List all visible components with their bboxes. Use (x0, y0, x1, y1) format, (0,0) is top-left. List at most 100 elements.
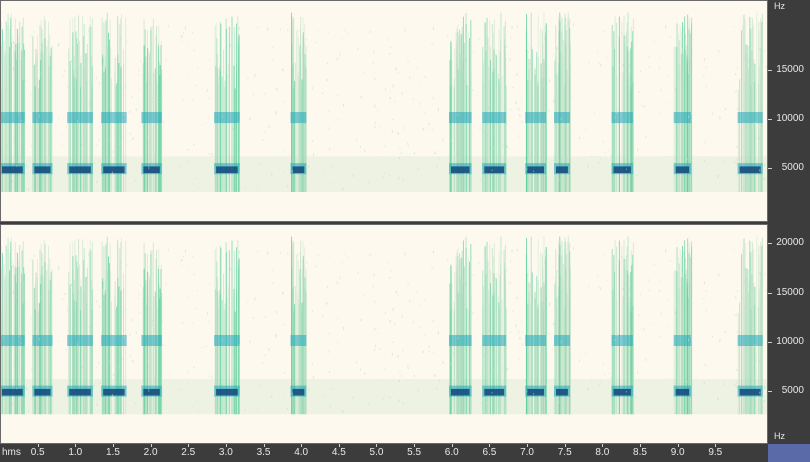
noise-speckle (359, 368, 361, 371)
noise-speckle (485, 150, 487, 153)
noise-speckle (585, 129, 587, 131)
noise-speckle (464, 131, 466, 135)
noise-speckle (93, 385, 95, 387)
noise-speckle (163, 120, 165, 123)
noise-speckle (67, 309, 68, 312)
noise-speckle (436, 164, 438, 168)
noise-speckle (645, 41, 647, 43)
noise-speckle (402, 179, 404, 182)
noise-speckle (81, 143, 83, 146)
spectrogram-channel-top[interactable] (0, 0, 768, 222)
noise-speckle (271, 395, 273, 398)
noise-speckle (280, 252, 282, 255)
noise-speckle (299, 122, 301, 125)
noise-speckle (491, 392, 493, 394)
noise-speckle (604, 374, 606, 376)
noise-speckle (180, 34, 182, 38)
noise-speckle (374, 77, 376, 80)
noise-speckle (677, 136, 679, 139)
noise-speckle (110, 110, 112, 113)
noise-speckle (26, 387, 28, 390)
noise-speckle (140, 60, 141, 63)
noise-speckle (488, 106, 489, 110)
time-tick-label: 4.0 (294, 447, 309, 458)
noise-speckle (192, 255, 194, 258)
noise-speckle (121, 358, 123, 361)
noise-speckle (527, 98, 529, 101)
noise-speckle (375, 294, 377, 297)
call-energy (141, 18, 163, 192)
noise-speckle (639, 70, 641, 72)
noise-speckle (735, 385, 737, 388)
ruler-tick (640, 444, 641, 447)
noise-speckle (536, 319, 538, 321)
noise-speckle (287, 29, 289, 32)
noise-speckle (449, 289, 451, 293)
noise-speckle (509, 260, 511, 264)
noise-speckle (457, 336, 459, 339)
noise-speckle (382, 156, 384, 158)
noise-speckle (392, 308, 394, 311)
noise-speckle (625, 129, 627, 132)
noise-speckle (559, 179, 561, 181)
noise-speckle (736, 146, 738, 148)
noise-speckle (648, 289, 650, 292)
noise-speckle (432, 128, 434, 131)
time-ruler[interactable]: hms 0.5 1.0 1.5 2.0 2.5 3.0 3.5 4.0 4.5 5.0 5.5 6.0… (0, 444, 768, 462)
noise-speckle (757, 328, 759, 330)
noise-speckle (62, 75, 64, 77)
noise-speckle (299, 345, 301, 348)
ruler-tick (225, 444, 227, 447)
noise-speckle (519, 337, 521, 340)
noise-speckle (382, 379, 384, 381)
noise-speckle (80, 324, 82, 328)
noise-speckle (87, 29, 89, 33)
noise-speckle (501, 320, 503, 322)
time-unit-label: hms (2, 447, 21, 458)
noise-speckle (764, 177, 765, 181)
noise-speckle (468, 98, 469, 100)
noise-speckle (479, 128, 481, 131)
noise-speckle (688, 115, 689, 119)
noise-speckle (89, 247, 91, 250)
ruler-tick (715, 444, 717, 447)
noise-speckle (352, 174, 354, 177)
noise-speckle (413, 321, 414, 323)
noise-speckle (402, 126, 404, 130)
noise-speckle (51, 285, 53, 287)
noise-speckle (144, 108, 146, 110)
noise-speckle (17, 88, 19, 91)
noise-speckle (247, 77, 249, 80)
time-tick-label: 6.5 (482, 447, 497, 458)
noise-speckle (479, 179, 481, 182)
noise-band (1, 156, 767, 192)
noise-speckle (483, 131, 485, 133)
spectrogram-channel-bottom[interactable] (0, 224, 768, 444)
noise-speckle (751, 306, 753, 308)
spectrogram-bottom[interactable] (1, 225, 768, 444)
noise-speckle (764, 385, 766, 389)
noise-speckle (734, 383, 735, 386)
noise-speckle (40, 278, 42, 280)
call-energy (67, 239, 93, 415)
noise-speckle (28, 410, 29, 413)
noise-speckle (192, 322, 194, 324)
noise-speckle (276, 311, 278, 314)
noise-speckle (161, 97, 163, 100)
noise-speckle (734, 161, 735, 163)
call-energy (673, 238, 693, 415)
noise-speckle (369, 30, 371, 33)
noise-speckle (181, 264, 183, 266)
noise-speckle (255, 73, 256, 77)
noise-speckle (628, 64, 630, 68)
noise-speckle (738, 351, 740, 354)
noise-speckle (626, 391, 627, 393)
noise-speckle (703, 159, 705, 162)
noise-speckle (99, 82, 101, 85)
noise-speckle (328, 332, 330, 335)
noise-speckle (1, 320, 3, 323)
noise-speckle (453, 352, 454, 355)
spectrogram-top[interactable] (1, 1, 768, 222)
noise-speckle (70, 131, 72, 134)
noise-speckle (373, 274, 375, 277)
